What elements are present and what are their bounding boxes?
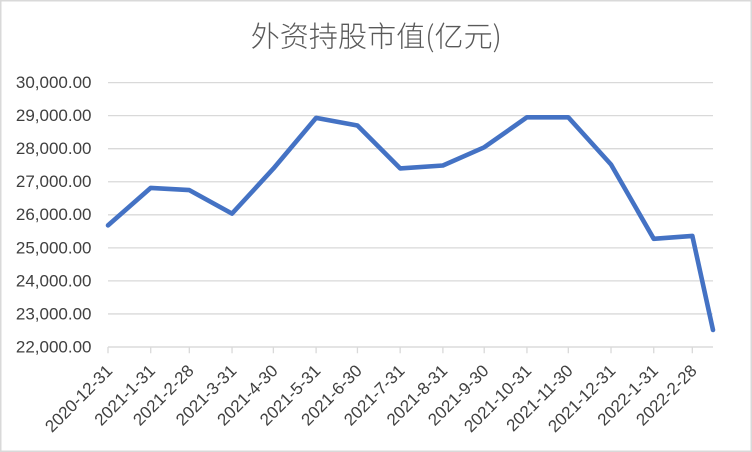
svg-text:24,000.00: 24,000.00 [16, 271, 92, 290]
svg-text:25,000.00: 25,000.00 [16, 238, 92, 257]
svg-text:29,000.00: 29,000.00 [16, 106, 92, 125]
svg-text:28,000.00: 28,000.00 [16, 139, 92, 158]
svg-text:22,000.00: 22,000.00 [16, 337, 92, 356]
svg-text:30,000.00: 30,000.00 [16, 73, 92, 92]
svg-text:27,000.00: 27,000.00 [16, 172, 92, 191]
svg-text:26,000.00: 26,000.00 [16, 205, 92, 224]
svg-text:23,000.00: 23,000.00 [16, 304, 92, 323]
